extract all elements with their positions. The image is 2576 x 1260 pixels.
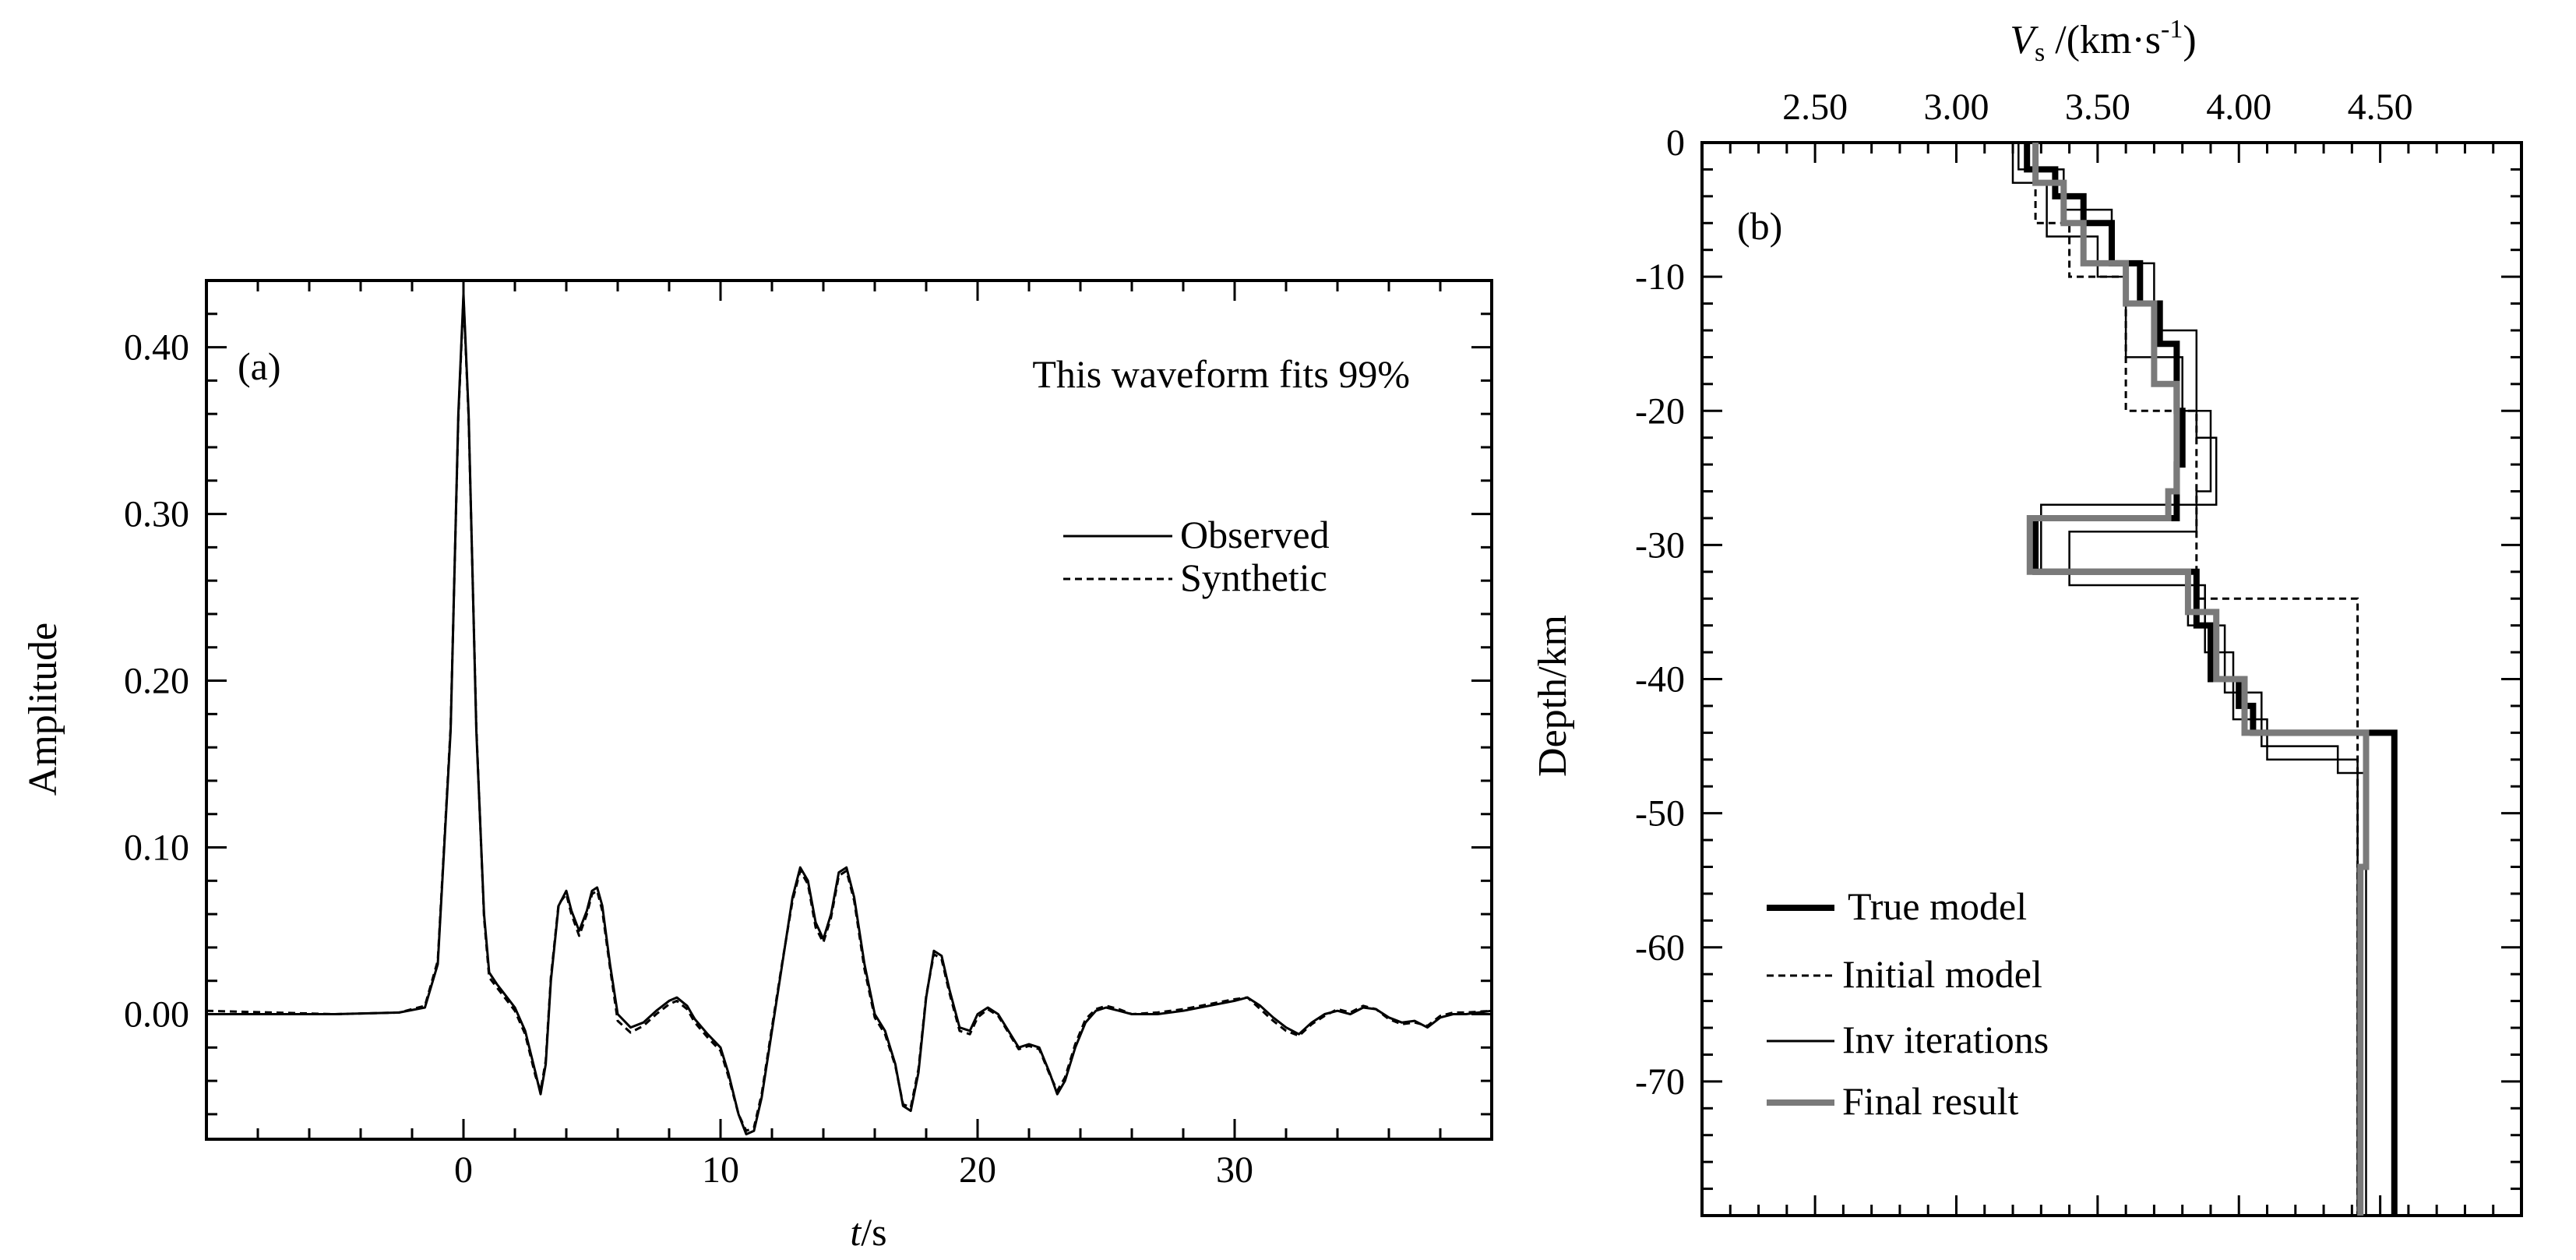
legend-observed-label: Observed <box>1180 513 1330 556</box>
y-tick-label-b: -20 <box>1635 390 1685 432</box>
series-inv-iterations-line <box>2011 143 2359 1216</box>
x-tick-label-b: 4.50 <box>2348 86 2413 128</box>
panel-a-ticks: 0 10 20 30 0.40 0.30 0.20 0.10 0.00 <box>124 281 1493 1191</box>
y-tick-label-b: -50 <box>1635 793 1685 835</box>
x-tick-label-b: 3.50 <box>2065 86 2130 128</box>
panel-a-label: (a) <box>238 344 281 388</box>
y-tick-label-b: -30 <box>1635 524 1685 566</box>
x-tick-label-a: 20 <box>959 1149 996 1191</box>
series-observed-line <box>206 292 1492 1136</box>
x-axis-label-a: t/s <box>850 1210 886 1254</box>
legend-true-label: True model <box>1848 884 2027 928</box>
y-tick-label-b: -60 <box>1635 927 1685 969</box>
y-tick-label-b: 0 <box>1666 122 1685 164</box>
panel-b-ticks: 2.50 3.00 3.50 4.00 4.50 0 -10 -20 -30 -40 -50 -60 -… <box>1635 86 2523 1217</box>
y-tick-label-b: -10 <box>1635 256 1685 298</box>
panel-b-data <box>2011 143 2398 1216</box>
y-tick-label-a: 0.40 <box>124 327 189 369</box>
panel-a-frame <box>205 279 1493 1141</box>
series-final-result-line <box>2026 143 2370 1216</box>
x-tick-label-b: 4.00 <box>2206 86 2271 128</box>
y-tick-label-b: -70 <box>1635 1061 1685 1103</box>
legend-iter-label: Inv iterations <box>1842 1018 2049 1061</box>
x-tick-label-a: 10 <box>702 1149 739 1191</box>
panel-b-velocity-profile: 2.50 3.00 3.50 4.00 4.50 0 -10 -20 -30 -40 -50 -60 -… <box>1531 15 2523 1217</box>
series-initial-model-line <box>2034 143 2359 1216</box>
x-tick-label-a: 30 <box>1216 1149 1253 1191</box>
y-axis-label-b: Depth/km <box>1531 615 1575 777</box>
legend-final-label: Final result <box>1842 1079 2018 1123</box>
x-tick-label-a: 0 <box>454 1149 473 1191</box>
y-axis-label-a: Amplitude <box>21 623 65 796</box>
y-tick-label-a: 0.00 <box>124 994 189 1036</box>
panel-a-data <box>206 292 1492 1136</box>
series-true-model-line <box>2024 143 2398 1216</box>
y-tick-label-b: -40 <box>1635 659 1685 701</box>
y-tick-label-a: 0.10 <box>124 828 189 869</box>
legend-a: Observed Synthetic <box>1063 513 1330 599</box>
x-axis-label-b: Vs /(km·s-1) <box>2010 15 2196 67</box>
legend-initial-label: Initial model <box>1842 952 2042 996</box>
legend-synthetic-label: Synthetic <box>1180 556 1327 599</box>
fit-annotation: This waveform fits 99% <box>1032 352 1410 396</box>
panel-b-frame <box>1700 141 2523 1217</box>
y-tick-label-a: 0.30 <box>124 494 189 535</box>
x-tick-label-b: 2.50 <box>1782 86 1848 128</box>
x-tick-label-b: 3.00 <box>1923 86 1989 128</box>
series-synthetic-line <box>206 295 1492 1132</box>
y-tick-label-a: 0.20 <box>124 661 189 702</box>
panel-b-label: (b) <box>1737 204 1782 248</box>
panel-a-waveform: 0 10 20 30 0.40 0.30 0.20 0.10 0.00 (a) This wav… <box>21 279 1493 1254</box>
series-inv-iterations-line <box>2017 143 2367 1216</box>
legend-b: True model Initial model Inv iterations … <box>1767 884 2049 1123</box>
